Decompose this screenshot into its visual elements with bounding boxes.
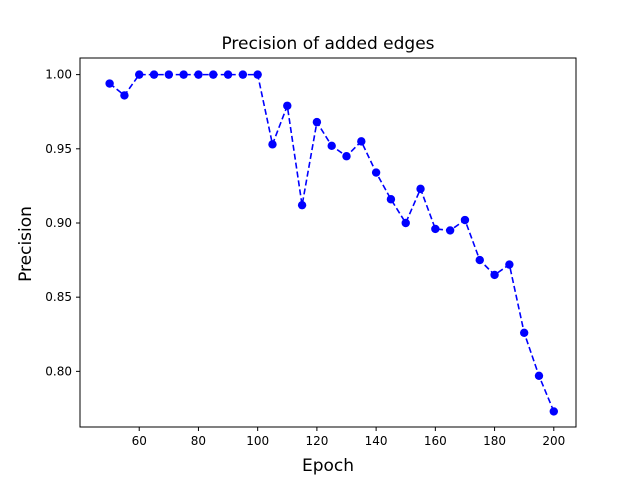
data-point: [357, 137, 366, 146]
x-tick-label: 60: [132, 434, 147, 448]
data-point: [179, 70, 188, 79]
data-point: [505, 260, 514, 269]
y-axis-label: Precision: [16, 206, 36, 282]
data-point: [120, 91, 129, 100]
data-point: [268, 140, 277, 149]
x-tick-label: 120: [305, 434, 328, 448]
y-tick-label: 0.85: [45, 290, 72, 304]
data-point: [238, 70, 248, 79]
data-point: [327, 141, 336, 151]
data-point: [519, 328, 529, 337]
x-tick-label: 80: [191, 434, 206, 448]
data-point: [105, 79, 114, 88]
chart-title: Precision of added edges: [221, 34, 434, 54]
y-tick-label: 1.00: [45, 68, 72, 82]
data-point: [490, 270, 499, 280]
y-tick-label: 0.90: [45, 216, 72, 230]
data-point: [401, 218, 410, 228]
data-point: [297, 200, 307, 210]
x-tick-label: 100: [246, 434, 269, 448]
y-tick-label: 0.95: [45, 142, 72, 156]
data-point: [534, 371, 544, 381]
data-point: [460, 215, 470, 225]
plot-frame: [79, 57, 577, 428]
data-point: [209, 70, 218, 79]
x-tick-label: 180: [483, 434, 506, 448]
plot-area: 60 80 100 120 140 160 180 200 0.80 0.85 0.90 0.95 1.…: [45, 57, 577, 448]
data-point: [416, 184, 425, 194]
x-tick-label: 160: [424, 434, 447, 448]
data-point: [386, 195, 396, 204]
x-axis-label: Epoch: [302, 456, 354, 476]
data-point: [312, 117, 322, 127]
data-point: [371, 168, 381, 177]
data-point: [223, 70, 233, 79]
y-tick-label: 0.80: [45, 364, 72, 378]
data-point: [342, 152, 351, 161]
data-point: [135, 70, 144, 79]
x-tick-label: 200: [542, 434, 565, 448]
data-point: [431, 224, 440, 234]
data-point: [445, 226, 455, 235]
data-point: [549, 407, 558, 416]
data-point: [164, 70, 174, 79]
data-point: [253, 70, 262, 79]
data-point: [283, 101, 292, 110]
x-tick-label: 140: [365, 434, 388, 448]
data-point: [194, 70, 203, 79]
data-point: [475, 255, 484, 265]
data-point: [149, 70, 159, 79]
